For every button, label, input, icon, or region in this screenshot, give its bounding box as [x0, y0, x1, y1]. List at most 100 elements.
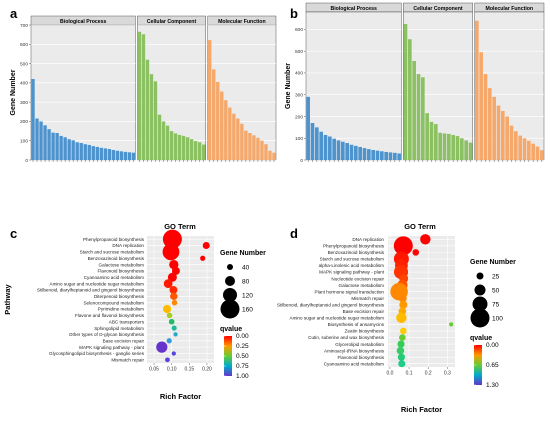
- bubble: [397, 353, 405, 361]
- bar: [228, 107, 232, 160]
- bar: [240, 123, 244, 160]
- bubble: [400, 327, 407, 335]
- facet-strip-label: Molecular Function: [218, 19, 266, 25]
- x-tick-label: 0.1: [406, 371, 413, 377]
- term-label: MAPK signaling pathway - plant: [79, 345, 145, 350]
- term-label: Galactose metabolism: [99, 262, 145, 267]
- bar: [468, 142, 473, 160]
- bar: [323, 134, 328, 160]
- bar: [75, 142, 79, 160]
- term-label: Other types of O-glycan biosynthesis: [69, 332, 145, 337]
- term-label: Zeatin biosynthesis: [345, 329, 385, 334]
- term-label: Base excision repair: [343, 309, 385, 314]
- bubble: [449, 322, 454, 327]
- color-legend-title: qvalue: [220, 326, 242, 333]
- term-label: Plant hormone signal transduction: [315, 289, 385, 294]
- bar: [268, 150, 272, 160]
- bar: [492, 96, 496, 160]
- bar: [501, 111, 505, 160]
- bar: [421, 77, 425, 160]
- term-label: Starch and sucrose metabolism: [320, 257, 385, 262]
- bubble: [169, 259, 179, 270]
- x-tick-label: 0.3: [444, 371, 451, 377]
- x-tick-label: 0.0: [386, 371, 393, 377]
- y-tick-label: 600: [20, 42, 28, 48]
- size-legend-label: 160: [242, 307, 253, 314]
- bar: [87, 144, 91, 160]
- bubble: [398, 294, 407, 303]
- bar: [358, 146, 362, 160]
- term-label: Amino sugar and nucleotide sugar metabol…: [290, 316, 385, 321]
- bar: [103, 148, 107, 160]
- y-tick-label: 400: [20, 81, 28, 87]
- size-legend-label: 100: [492, 316, 503, 323]
- term-label: Glycosphingolipid biosynthesis - ganglio…: [49, 351, 145, 356]
- bar: [264, 144, 268, 160]
- term-label: Sphingolipid metabolism: [94, 326, 144, 331]
- panel-label-a: a: [10, 6, 18, 21]
- term-label: Base excision repair: [103, 338, 145, 343]
- bar: [260, 140, 264, 160]
- bubble: [399, 300, 408, 309]
- bar: [51, 132, 55, 160]
- bubble: [200, 255, 206, 261]
- bar: [341, 141, 345, 160]
- color-legend-title: qvalue: [470, 335, 492, 342]
- y-tick-label: 200: [20, 119, 28, 125]
- bar: [35, 118, 39, 160]
- bar: [408, 39, 412, 160]
- y-tick-label: 0: [25, 158, 28, 164]
- bar: [416, 74, 421, 160]
- bar: [119, 151, 124, 160]
- bar: [412, 60, 416, 160]
- bar: [375, 150, 380, 160]
- facet-molecular-function: Molecular Function: [474, 2, 545, 162]
- size-legend-swatch: [225, 276, 235, 286]
- bubble: [202, 242, 210, 250]
- x-axis-title: Rich Factor: [160, 392, 201, 401]
- colorbar: [474, 345, 482, 385]
- y-axis-title: Gene Number: [285, 63, 292, 109]
- bar: [518, 135, 522, 160]
- y-tick-label: 500: [20, 61, 28, 67]
- facet-strip-label: Biological Process: [330, 6, 377, 12]
- bar: [153, 81, 158, 160]
- bar: [442, 133, 447, 160]
- y-tick-label: 0: [300, 158, 303, 164]
- bubble: [397, 340, 405, 348]
- bar: [127, 152, 132, 160]
- bubble: [396, 312, 407, 324]
- facet-strip-label: Biological Process: [60, 19, 107, 25]
- bar: [328, 136, 332, 160]
- bar: [198, 142, 202, 160]
- bubble: [162, 229, 182, 249]
- bar: [393, 152, 397, 160]
- bar: [531, 143, 535, 160]
- facet-strip-label: Cellular Component: [147, 19, 197, 25]
- colorbar-label: 1.30: [486, 382, 499, 389]
- bar: [447, 133, 451, 160]
- bubble: [156, 341, 168, 353]
- bar: [397, 153, 401, 160]
- colorbar-label: 0.75: [236, 363, 249, 370]
- bar: [149, 74, 154, 160]
- bar: [173, 133, 178, 160]
- y-tick-label: 400: [295, 71, 303, 77]
- bubble: [173, 332, 178, 337]
- y-tick-label: 100: [295, 136, 303, 142]
- term-label: Amino sugar and nucleotide sugar metabol…: [50, 281, 145, 286]
- bubble: [171, 351, 176, 356]
- bubble: [171, 266, 180, 275]
- bar: [362, 148, 367, 160]
- term-label: MAPK signaling pathway - plant: [319, 270, 385, 275]
- x-tick-label: 0.10: [167, 367, 177, 373]
- bar: [429, 121, 434, 160]
- bubble: [163, 279, 173, 289]
- colorbar-label: 1.00: [236, 373, 249, 380]
- size-legend-swatch: [220, 299, 240, 319]
- y-tick-label: 700: [20, 23, 28, 29]
- bar: [527, 140, 531, 160]
- bar: [514, 131, 518, 160]
- bar: [185, 137, 190, 160]
